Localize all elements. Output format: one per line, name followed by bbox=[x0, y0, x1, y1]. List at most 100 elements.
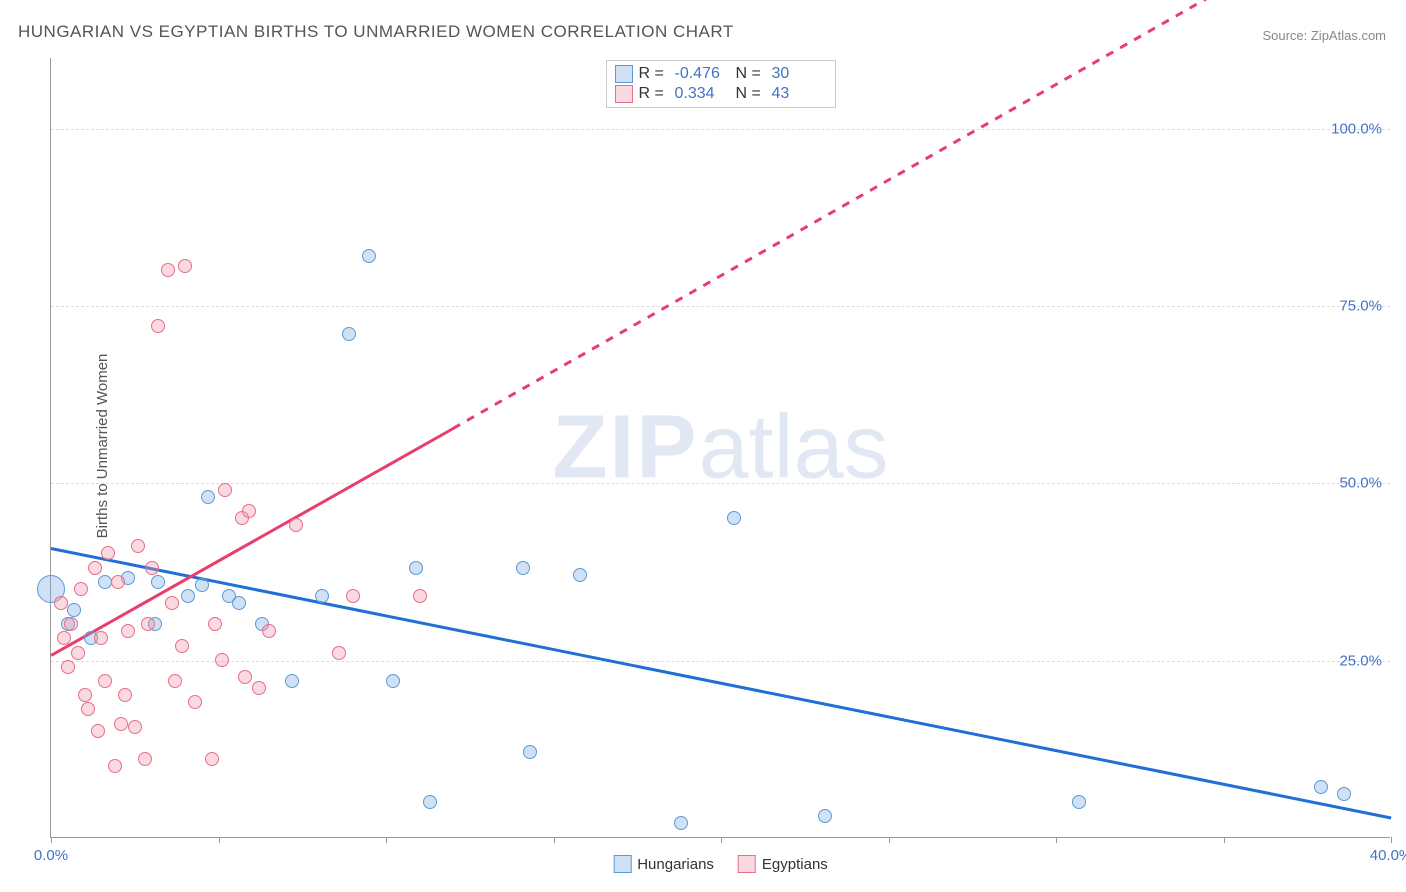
data-point bbox=[98, 674, 112, 688]
data-point bbox=[1337, 787, 1351, 801]
stats-row-egyptians: R = 0.334 N = 43 bbox=[615, 84, 827, 104]
stats-row-hungarians: R = -0.476 N = 30 bbox=[615, 64, 827, 84]
x-tick bbox=[1056, 837, 1057, 843]
gridline bbox=[51, 129, 1390, 130]
data-point bbox=[61, 660, 75, 674]
r-label: R = bbox=[639, 85, 669, 103]
data-point bbox=[362, 249, 376, 263]
data-point bbox=[1072, 795, 1086, 809]
data-point bbox=[78, 688, 92, 702]
x-tick bbox=[721, 837, 722, 843]
gridline bbox=[51, 661, 1390, 662]
y-tick-label: 75.0% bbox=[1339, 298, 1382, 315]
watermark-rest: atlas bbox=[698, 397, 888, 497]
hungarians-r-value: -0.476 bbox=[675, 65, 730, 83]
hungarians-legend-swatch bbox=[613, 855, 631, 873]
data-point bbox=[101, 546, 115, 560]
data-point bbox=[201, 490, 215, 504]
data-point bbox=[114, 717, 128, 731]
data-point bbox=[315, 589, 329, 603]
data-point bbox=[289, 518, 303, 532]
data-point bbox=[573, 568, 587, 582]
data-point bbox=[108, 759, 122, 773]
data-point bbox=[242, 504, 256, 518]
data-point bbox=[205, 752, 219, 766]
source-label: Source: ZipAtlas.com bbox=[1262, 28, 1386, 43]
data-point bbox=[88, 561, 102, 575]
legend: Hungarians Egyptians bbox=[613, 855, 828, 873]
data-point bbox=[168, 674, 182, 688]
data-point bbox=[218, 483, 232, 497]
chart-plot-area: ZIPatlas R = -0.476 N = 30 R = 0.334 N =… bbox=[50, 58, 1390, 838]
data-point bbox=[98, 575, 112, 589]
y-tick-label: 50.0% bbox=[1339, 475, 1382, 492]
x-tick bbox=[554, 837, 555, 843]
data-point bbox=[71, 646, 85, 660]
data-point bbox=[342, 327, 356, 341]
data-point bbox=[215, 653, 229, 667]
n-label: N = bbox=[736, 65, 766, 83]
data-point bbox=[91, 724, 105, 738]
x-tick bbox=[219, 837, 220, 843]
data-point bbox=[111, 575, 125, 589]
data-point bbox=[165, 596, 179, 610]
x-tick bbox=[1391, 837, 1392, 843]
r-label: R = bbox=[639, 65, 669, 83]
data-point bbox=[94, 631, 108, 645]
data-point bbox=[674, 816, 688, 830]
legend-item-egyptians: Egyptians bbox=[738, 855, 828, 873]
hungarians-n-value: 30 bbox=[772, 65, 827, 83]
data-point bbox=[423, 795, 437, 809]
regression-line bbox=[452, 0, 1224, 429]
data-point bbox=[54, 596, 68, 610]
data-point bbox=[64, 617, 78, 631]
gridline bbox=[51, 483, 1390, 484]
regression-line bbox=[50, 427, 453, 656]
data-point bbox=[151, 575, 165, 589]
data-point bbox=[138, 752, 152, 766]
egyptians-legend-swatch bbox=[738, 855, 756, 873]
data-point bbox=[161, 263, 175, 277]
data-point bbox=[346, 589, 360, 603]
data-point bbox=[74, 582, 88, 596]
data-point bbox=[181, 589, 195, 603]
data-point bbox=[141, 617, 155, 631]
stats-box: R = -0.476 N = 30 R = 0.334 N = 43 bbox=[606, 60, 836, 108]
data-point bbox=[285, 674, 299, 688]
data-point bbox=[262, 624, 276, 638]
data-point bbox=[145, 561, 159, 575]
data-point bbox=[121, 624, 135, 638]
data-point bbox=[131, 539, 145, 553]
data-point bbox=[413, 589, 427, 603]
data-point bbox=[57, 631, 71, 645]
hungarians-legend-label: Hungarians bbox=[637, 856, 714, 873]
data-point bbox=[818, 809, 832, 823]
data-point bbox=[727, 511, 741, 525]
data-point bbox=[175, 639, 189, 653]
hungarians-swatch bbox=[615, 65, 633, 83]
data-point bbox=[195, 578, 209, 592]
data-point bbox=[178, 259, 192, 273]
data-point bbox=[118, 688, 132, 702]
y-tick-label: 100.0% bbox=[1331, 120, 1382, 137]
x-tick bbox=[889, 837, 890, 843]
data-point bbox=[523, 745, 537, 759]
data-point bbox=[332, 646, 346, 660]
y-tick-label: 25.0% bbox=[1339, 652, 1382, 669]
egyptians-legend-label: Egyptians bbox=[762, 856, 828, 873]
data-point bbox=[128, 720, 142, 734]
watermark-bold: ZIP bbox=[552, 397, 698, 497]
data-point bbox=[81, 702, 95, 716]
legend-item-hungarians: Hungarians bbox=[613, 855, 714, 873]
data-point bbox=[188, 695, 202, 709]
x-tick bbox=[386, 837, 387, 843]
x-tick bbox=[51, 837, 52, 843]
x-tick-label: 0.0% bbox=[34, 847, 68, 864]
data-point bbox=[1314, 780, 1328, 794]
egyptians-r-value: 0.334 bbox=[675, 85, 730, 103]
data-point bbox=[238, 670, 252, 684]
data-point bbox=[516, 561, 530, 575]
data-point bbox=[252, 681, 266, 695]
regression-line bbox=[51, 547, 1391, 819]
x-tick bbox=[1224, 837, 1225, 843]
